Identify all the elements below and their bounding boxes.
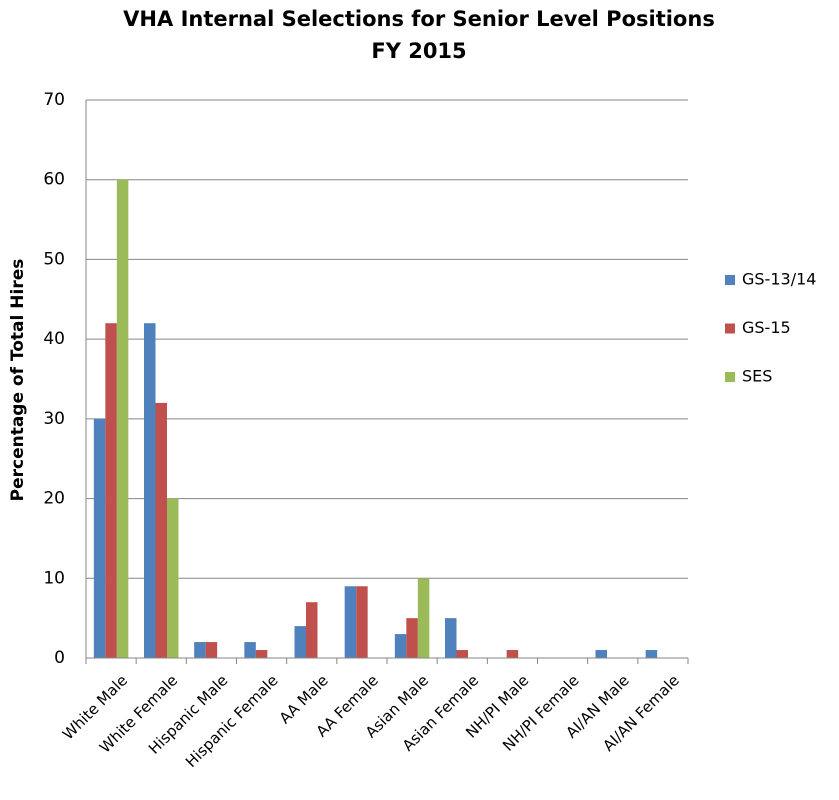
bar xyxy=(155,402,167,658)
bar xyxy=(417,578,430,658)
bar xyxy=(244,642,256,658)
bar xyxy=(394,634,407,658)
bar xyxy=(167,498,179,658)
bar xyxy=(645,650,658,658)
bar xyxy=(255,650,268,658)
bar xyxy=(595,650,607,658)
y-tick-label: 50 xyxy=(43,249,65,269)
y-tick-label: 70 xyxy=(43,90,65,110)
legend-swatch xyxy=(725,372,735,382)
bar xyxy=(506,650,519,658)
chart-title: VHA Internal Selections for Senior Level… xyxy=(123,7,715,31)
y-tick-label: 30 xyxy=(43,409,65,429)
y-axis-label: Percentage of Total Hires xyxy=(8,259,28,502)
legend-swatch xyxy=(725,323,735,334)
bar xyxy=(456,650,468,658)
x-tick-label: Hispanic Female xyxy=(182,671,282,771)
bar xyxy=(344,586,357,658)
chart-subtitle: FY 2015 xyxy=(371,39,466,63)
bar xyxy=(205,642,218,658)
y-tick-label: 0 xyxy=(54,648,65,668)
legend-label: SES xyxy=(742,367,772,386)
bar xyxy=(445,618,457,658)
bar xyxy=(294,626,306,658)
bar xyxy=(194,642,206,658)
bar xyxy=(356,586,368,658)
legend-label: GS-13/14 xyxy=(742,270,816,289)
bar xyxy=(406,618,418,658)
bar xyxy=(306,602,318,658)
y-tick-label: 60 xyxy=(43,170,65,190)
bar xyxy=(93,418,106,658)
legend-swatch xyxy=(725,275,735,285)
bar xyxy=(105,323,117,658)
legend-label: GS-15 xyxy=(742,318,791,337)
y-tick-label: 10 xyxy=(43,568,65,588)
bar xyxy=(144,323,156,658)
y-tick-label: 40 xyxy=(43,329,65,349)
y-tick-label: 20 xyxy=(43,489,65,509)
bar xyxy=(116,179,129,658)
